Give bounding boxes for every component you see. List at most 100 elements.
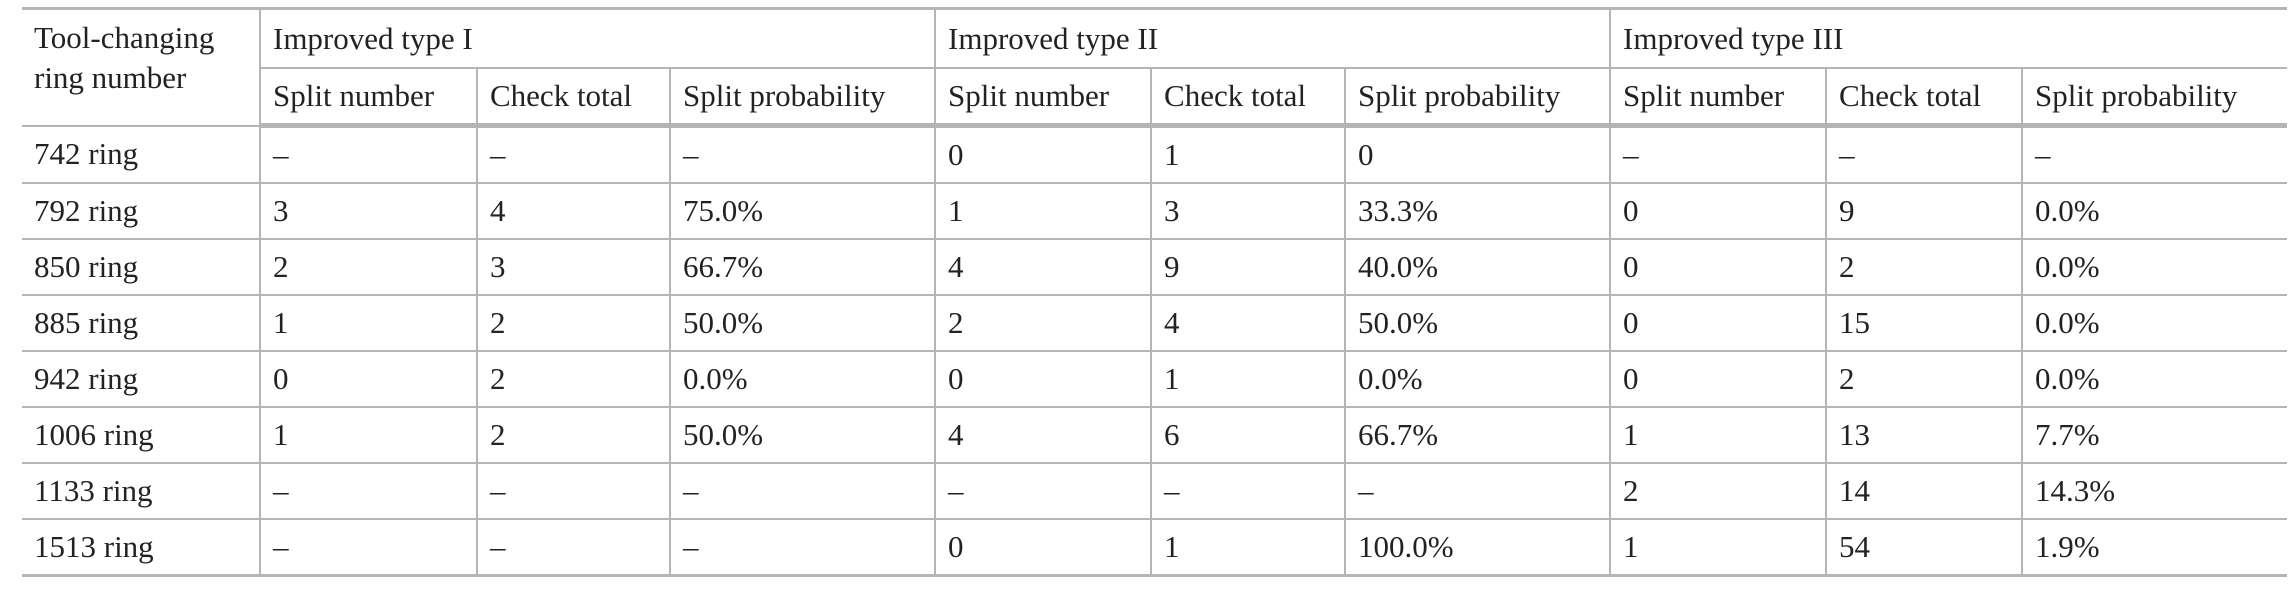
cell: 66.7%: [668, 238, 937, 296]
cell: 2: [476, 350, 671, 408]
cell: –: [476, 124, 671, 184]
cell: 1: [259, 294, 478, 352]
table-row: 1006 ring 1 2 50.0% 4 6 66.7% 1 13 7.7%: [22, 406, 2288, 464]
cell: 0.0%: [2021, 350, 2288, 408]
cell: 75.0%: [668, 182, 937, 240]
cell: 0: [1609, 238, 1828, 296]
cell: 1: [1609, 406, 1828, 464]
cell: 2: [259, 238, 478, 296]
cell: 0: [1609, 350, 1828, 408]
table-body: 742 ring – – –0 1 0– – –792 ring 3 4 75.0% 1 3 33.3% 0…: [22, 124, 2288, 577]
cell: 1: [1150, 124, 1347, 184]
cell: 9: [1825, 182, 2024, 240]
row-label: 942 ring: [22, 350, 261, 408]
table-row: 850 ring 2 3 66.7% 4 9 40.0% 0 2 0.0%: [22, 238, 2288, 296]
cell: 0.0%: [2021, 238, 2288, 296]
cell: 2: [1609, 462, 1828, 520]
row-label: 1006 ring: [22, 406, 261, 464]
cell: 14: [1825, 462, 2024, 520]
column-header: Check total: [1150, 67, 1347, 128]
cell: 14.3%: [2021, 462, 2288, 520]
cell: –: [1609, 124, 1828, 184]
row-label: 1513 ring: [22, 518, 261, 577]
group-header: Improved type I: [258, 7, 937, 69]
cell: 7.7%: [2021, 406, 2288, 464]
cell: 0: [934, 518, 1153, 577]
data-table: Tool-changing ring number Improved type I…: [22, 7, 2288, 577]
column-header: Split probability: [1344, 67, 1612, 128]
table-row: 1513 ring – – –0 1 100.0% 1 54 1.9%: [22, 518, 2288, 577]
group-header: Improved type III: [1609, 7, 2288, 69]
cell: 4: [934, 238, 1153, 296]
column-header: Split probability: [2021, 67, 2288, 128]
cell: 100.0%: [1344, 518, 1612, 577]
cell: 66.7%: [1344, 406, 1612, 464]
table-header: Tool-changing ring number Improved type I…: [22, 7, 2288, 128]
cell: 4: [1150, 294, 1347, 352]
cell: –: [668, 124, 937, 184]
cell: –: [668, 462, 937, 520]
cell: –: [2021, 124, 2288, 184]
row-label: 792 ring: [22, 182, 261, 240]
cell: 33.3%: [1344, 182, 1612, 240]
column-header: Check total: [476, 67, 671, 128]
column-header: Split number: [259, 67, 478, 128]
group-header: Improved type II: [934, 7, 1612, 69]
cell: 40.0%: [1344, 238, 1612, 296]
corner-header: Tool-changing ring number: [22, 7, 261, 127]
column-header: Split number: [934, 67, 1153, 128]
column-header: Split probability: [668, 67, 937, 128]
cell: 0: [934, 124, 1153, 184]
cell: –: [1344, 462, 1612, 520]
cell: –: [259, 518, 478, 577]
cell: 1: [1609, 518, 1828, 577]
cell: 4: [476, 182, 671, 240]
row-label: 1133 ring: [22, 462, 261, 520]
cell: 4: [934, 406, 1153, 464]
cell: 0: [1609, 182, 1828, 240]
cell: 9: [1150, 238, 1347, 296]
cell: 0.0%: [2021, 294, 2288, 352]
cell: 1: [1150, 350, 1347, 408]
cell: 3: [476, 238, 671, 296]
cell: –: [259, 462, 478, 520]
cell: 50.0%: [668, 406, 937, 464]
cell: 2: [1825, 238, 2024, 296]
cell: –: [1150, 462, 1347, 520]
cell: 1.9%: [2021, 518, 2288, 577]
table-row: 1133 ring – – – – – –2 14 14.3%: [22, 462, 2288, 520]
row-label: 885 ring: [22, 294, 261, 352]
cell: 0.0%: [668, 350, 937, 408]
cell: 2: [476, 294, 671, 352]
cell: 3: [259, 182, 478, 240]
cell: 6: [1150, 406, 1347, 464]
row-label: 742 ring: [22, 124, 261, 184]
cell: 1: [1150, 518, 1347, 577]
cell: –: [259, 124, 478, 184]
cell: 15: [1825, 294, 2024, 352]
cell: 2: [934, 294, 1153, 352]
cell: 0.0%: [1344, 350, 1612, 408]
column-header: Split number: [1609, 67, 1828, 128]
cell: 0: [1344, 124, 1612, 184]
cell: 13: [1825, 406, 2024, 464]
cell: 1: [259, 406, 478, 464]
table-row: 792 ring 3 4 75.0% 1 3 33.3% 0 9 0.0%: [22, 182, 2288, 240]
table-row: 942 ring 0 2 0.0% 0 1 0.0% 0 2 0.0%: [22, 350, 2288, 408]
cell: 54: [1825, 518, 2024, 577]
row-label: 850 ring: [22, 238, 261, 296]
cell: –: [476, 518, 671, 577]
cell: –: [1825, 124, 2024, 184]
cell: 0.0%: [2021, 182, 2288, 240]
table-row: 885 ring 1 2 50.0% 2 4 50.0% 0 15 0.0%: [22, 294, 2288, 352]
cell: 2: [1825, 350, 2024, 408]
cell: –: [476, 462, 671, 520]
cell: 1: [934, 182, 1153, 240]
cell: 3: [1150, 182, 1347, 240]
cell: 0: [934, 350, 1153, 408]
table-row: 742 ring – – –0 1 0– – –: [22, 124, 2288, 184]
cell: 50.0%: [1344, 294, 1612, 352]
cell: 0: [1609, 294, 1828, 352]
cell: –: [934, 462, 1153, 520]
